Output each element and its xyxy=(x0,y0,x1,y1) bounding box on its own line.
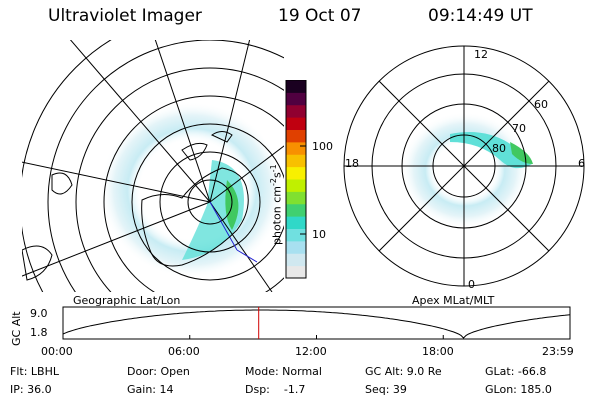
colorbar-segment xyxy=(286,166,306,180)
colorbar-segment xyxy=(286,92,306,106)
colorbar-segment xyxy=(286,228,306,242)
altitude-ytick-min: 1.8 xyxy=(30,326,48,339)
geographic-map xyxy=(22,40,284,292)
colorbar-segment xyxy=(286,80,306,93)
image-title: Ultraviolet Imager xyxy=(48,6,202,26)
info-gain: Gain: 14 xyxy=(127,383,174,396)
info-mode: Mode: Normal xyxy=(245,365,322,378)
altitude-ylabel: GC Alt xyxy=(10,311,23,346)
info-glon: GLon: 185.0 xyxy=(485,383,552,396)
mlt-label-left: 18 xyxy=(345,157,359,170)
info-glat: GLat: -66.8 xyxy=(485,365,547,378)
altitude-xtick-1: 06:00 xyxy=(168,345,200,358)
colorbar-segment xyxy=(286,104,306,118)
mlt-label-top: 12 xyxy=(474,48,488,61)
info-door: Door: Open xyxy=(127,365,190,378)
colorbar-segment xyxy=(286,203,306,217)
apex-map-label: Apex MLat/MLT xyxy=(412,294,495,307)
colorbar-unit-label: photon cm-2s-1 xyxy=(269,164,284,245)
altitude-xtick-4: 23:59 xyxy=(542,345,574,358)
colorbar-segment xyxy=(286,253,306,267)
apex-polar-plot xyxy=(343,45,585,287)
info-seq: Seq: 39 xyxy=(365,383,407,396)
mlt-label-right: 6 xyxy=(578,157,585,170)
mlat-label-60: 60 xyxy=(534,98,548,111)
info-ip: IP: 36.0 xyxy=(10,383,52,396)
altitude-xtick-0: 00:00 xyxy=(41,345,73,358)
colorbar-tick-100: 100 xyxy=(312,140,333,153)
altitude-ytick-max: 9.0 xyxy=(30,307,48,320)
altitude-xtick-2: 12:00 xyxy=(295,345,327,358)
info-filter: Flt: LBHL xyxy=(10,365,59,378)
image-date: 19 Oct 07 xyxy=(278,6,362,26)
colorbar-tick-10: 10 xyxy=(312,228,326,241)
colorbar-segment xyxy=(286,179,306,192)
colorbar-segment xyxy=(286,265,306,279)
geographic-map-label: Geographic Lat/Lon xyxy=(73,294,181,307)
mlat-label-80: 80 xyxy=(492,142,506,155)
colorbar-segment xyxy=(286,154,306,168)
info-dsp: Dsp: -1.7 xyxy=(245,383,306,396)
colorbar-segment xyxy=(286,216,306,229)
mlat-label-70: 70 xyxy=(512,122,526,135)
colorbar-segment xyxy=(286,240,306,254)
info-gc-alt: GC Alt: 9.0 Re xyxy=(365,365,442,378)
image-time: 09:14:49 UT xyxy=(428,6,533,26)
intensity-colorbar xyxy=(285,80,307,279)
colorbar-segment xyxy=(286,141,306,155)
colorbar-segment xyxy=(286,191,306,205)
mlt-label-bottom: 0 xyxy=(468,278,475,291)
colorbar-segment xyxy=(286,129,306,143)
altitude-xtick-3: 18:00 xyxy=(422,345,454,358)
colorbar-segment xyxy=(286,117,306,130)
altitude-plot xyxy=(62,306,571,340)
